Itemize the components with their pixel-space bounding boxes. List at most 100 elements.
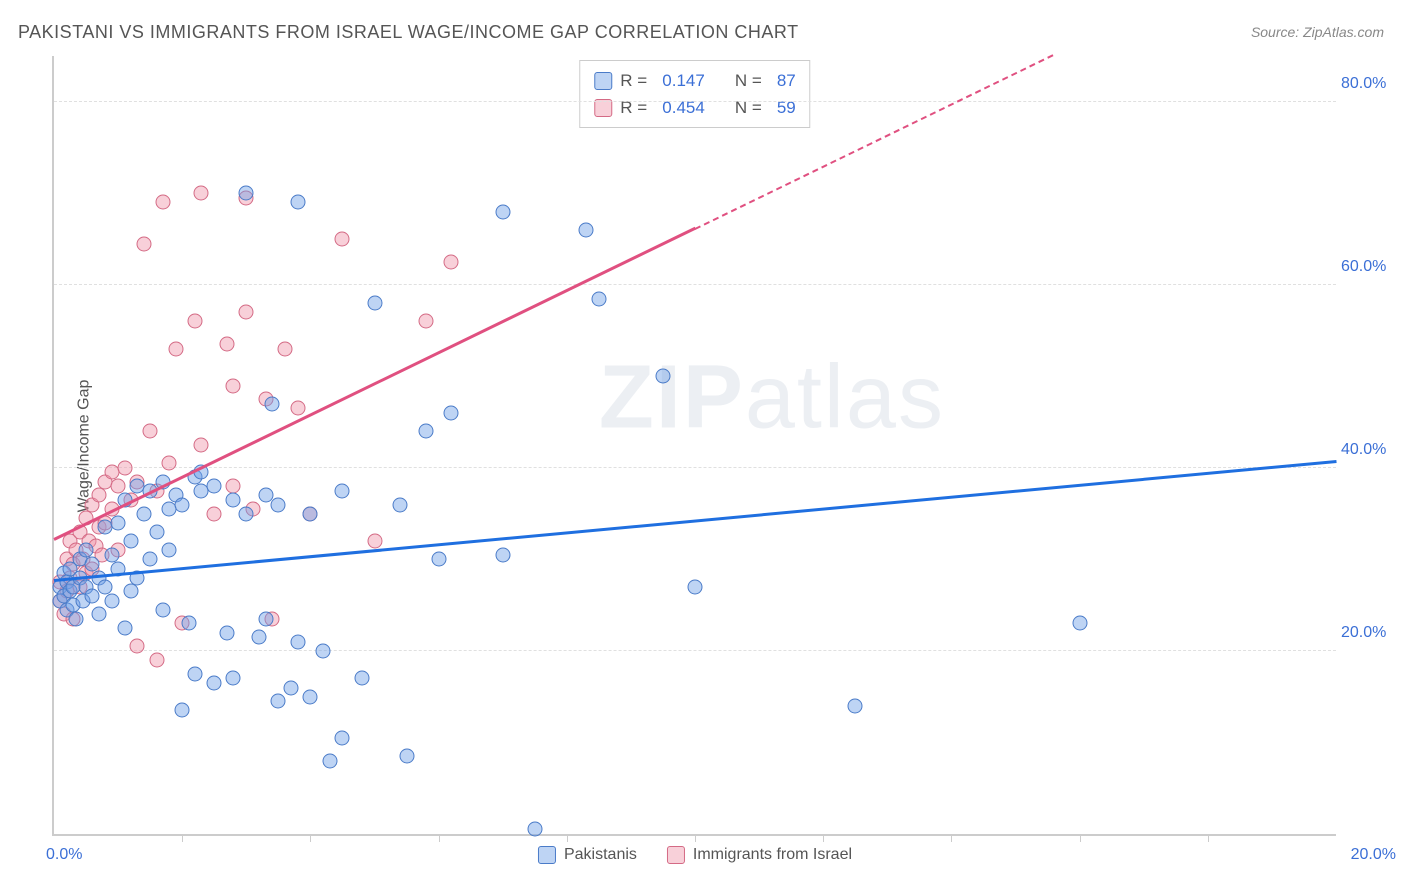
chart-plot-area: ZIPatlas R = 0.147 N = 87 R = 0.454 N = … <box>52 56 1336 836</box>
point-pakistanis <box>111 515 126 530</box>
point-pakistanis <box>354 671 369 686</box>
gridline-h <box>54 650 1336 651</box>
point-pakistanis <box>207 479 222 494</box>
legend-n-label: N = <box>735 94 769 121</box>
x-tick <box>310 834 311 842</box>
point-israel <box>130 639 145 654</box>
series-legend: Pakistanis Immigrants from Israel <box>538 846 852 864</box>
legend-r-label: R = <box>620 94 654 121</box>
point-pakistanis <box>1072 616 1087 631</box>
point-israel <box>91 488 106 503</box>
point-pakistanis <box>123 584 138 599</box>
x-tick <box>1080 834 1081 842</box>
point-pakistanis <box>149 524 164 539</box>
x-tick-label: 20.0% <box>1351 846 1396 864</box>
point-pakistanis <box>399 749 414 764</box>
legend-row-israel: R = 0.454 N = 59 <box>594 94 795 121</box>
point-pakistanis <box>239 186 254 201</box>
legend-r-label: R = <box>620 67 654 94</box>
x-tick <box>182 834 183 842</box>
point-israel <box>290 401 305 416</box>
y-tick-label: 60.0% <box>1341 258 1396 276</box>
point-pakistanis <box>181 616 196 631</box>
point-pakistanis <box>848 698 863 713</box>
point-israel <box>143 424 158 439</box>
point-israel <box>162 456 177 471</box>
legend-label-pakistanis: Pakistanis <box>564 846 637 864</box>
point-pakistanis <box>264 396 279 411</box>
point-pakistanis <box>271 497 286 512</box>
point-pakistanis <box>252 630 267 645</box>
y-tick-label: 20.0% <box>1341 624 1396 642</box>
legend-row-pakistanis: R = 0.147 N = 87 <box>594 67 795 94</box>
point-pakistanis <box>258 611 273 626</box>
point-pakistanis <box>591 291 606 306</box>
point-pakistanis <box>188 666 203 681</box>
x-tick <box>951 834 952 842</box>
source-label: Source: ZipAtlas.com <box>1251 24 1384 40</box>
legend-r-pakistanis: 0.147 <box>662 67 705 94</box>
point-pakistanis <box>290 195 305 210</box>
y-tick-label: 80.0% <box>1341 75 1396 93</box>
point-pakistanis <box>655 369 670 384</box>
point-pakistanis <box>207 675 222 690</box>
point-pakistanis <box>226 492 241 507</box>
point-israel <box>444 254 459 269</box>
point-israel <box>277 341 292 356</box>
x-tick <box>823 834 824 842</box>
point-pakistanis <box>393 497 408 512</box>
point-pakistanis <box>155 602 170 617</box>
point-pakistanis <box>316 643 331 658</box>
point-pakistanis <box>175 703 190 718</box>
point-israel <box>188 314 203 329</box>
point-pakistanis <box>688 579 703 594</box>
point-israel <box>239 305 254 320</box>
point-pakistanis <box>303 506 318 521</box>
point-pakistanis <box>271 694 286 709</box>
point-pakistanis <box>91 607 106 622</box>
point-israel <box>136 236 151 251</box>
point-pakistanis <box>431 552 446 567</box>
legend-label-israel: Immigrants from Israel <box>693 846 852 864</box>
legend-n-pakistanis: 87 <box>777 67 796 94</box>
x-tick <box>1208 834 1209 842</box>
point-pakistanis <box>284 680 299 695</box>
point-pakistanis <box>175 497 190 512</box>
trendline-pakistanis <box>54 460 1336 582</box>
point-israel <box>194 186 209 201</box>
point-israel <box>207 506 222 521</box>
point-pakistanis <box>104 593 119 608</box>
point-pakistanis <box>418 424 433 439</box>
point-pakistanis <box>136 506 151 521</box>
x-tick <box>439 834 440 842</box>
point-pakistanis <box>303 689 318 704</box>
point-pakistanis <box>367 296 382 311</box>
legend-r-israel: 0.454 <box>662 94 705 121</box>
point-israel <box>149 653 164 668</box>
gridline-h <box>54 284 1336 285</box>
point-pakistanis <box>579 222 594 237</box>
point-israel <box>194 438 209 453</box>
point-pakistanis <box>69 611 84 626</box>
correlation-legend: R = 0.147 N = 87 R = 0.454 N = 59 <box>579 60 810 128</box>
point-pakistanis <box>117 621 132 636</box>
gridline-h <box>54 101 1336 102</box>
point-pakistanis <box>123 534 138 549</box>
watermark-atlas: atlas <box>745 348 945 448</box>
point-israel <box>418 314 433 329</box>
legend-swatch-israel <box>667 846 685 864</box>
watermark-zip: ZIP <box>599 348 745 448</box>
y-tick-label: 40.0% <box>1341 441 1396 459</box>
point-pakistanis <box>85 589 100 604</box>
point-israel <box>367 534 382 549</box>
point-pakistanis <box>444 405 459 420</box>
point-pakistanis <box>495 204 510 219</box>
x-tick-label: 0.0% <box>46 846 82 864</box>
chart-title: PAKISTANI VS IMMIGRANTS FROM ISRAEL WAGE… <box>18 22 799 43</box>
point-israel <box>168 341 183 356</box>
watermark: ZIPatlas <box>599 347 945 450</box>
point-pakistanis <box>335 483 350 498</box>
point-pakistanis <box>162 543 177 558</box>
point-pakistanis <box>226 671 241 686</box>
point-pakistanis <box>239 506 254 521</box>
